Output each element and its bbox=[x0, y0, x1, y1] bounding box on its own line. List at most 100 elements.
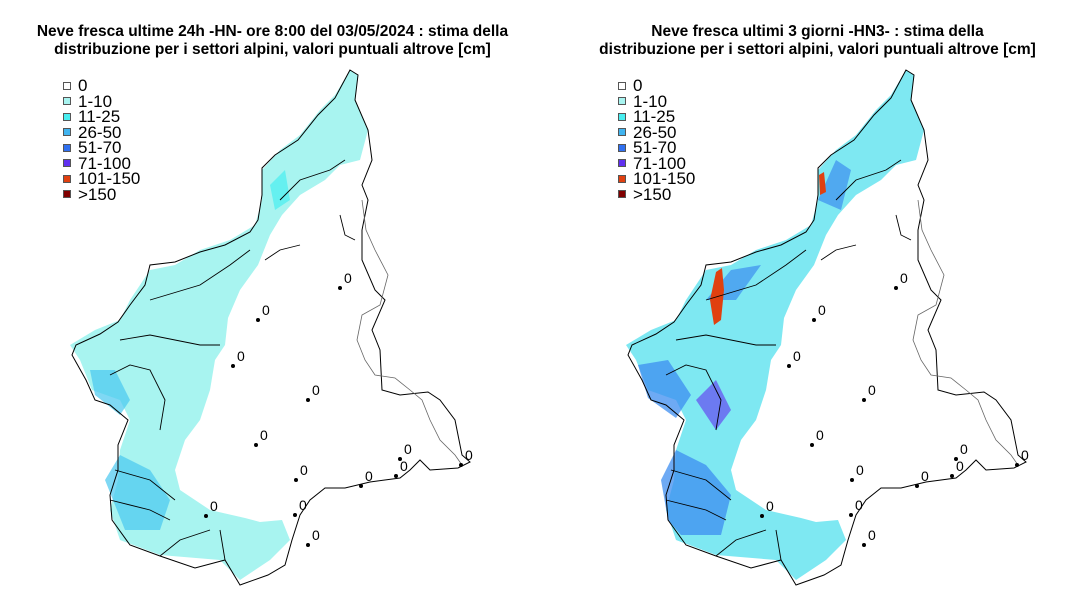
legend-label: 0 bbox=[78, 76, 88, 96]
high-snow-area bbox=[819, 172, 826, 195]
station-point: 0 bbox=[256, 302, 270, 322]
svg-text:0: 0 bbox=[344, 270, 352, 286]
title-line-2: distribuzione per i settori alpini, valo… bbox=[599, 41, 1036, 58]
station-point: 0 bbox=[862, 382, 876, 402]
legend-label: 11-25 bbox=[633, 107, 676, 127]
title-line-1: Neve fresca ultimi 3 giorni -HN3- : stim… bbox=[651, 23, 984, 40]
legend-swatch bbox=[618, 190, 626, 199]
legend-label: 71-100 bbox=[78, 153, 131, 173]
svg-text:0: 0 bbox=[237, 348, 245, 364]
legend-item: 0 bbox=[63, 76, 140, 96]
piemonte-map: 0 0 0 0 0 0 0 0 0 0 0 0 0 bbox=[626, 69, 1029, 586]
legend-item: 101-150 bbox=[618, 169, 696, 189]
svg-text:0: 0 bbox=[921, 468, 929, 484]
legend-swatch bbox=[618, 112, 626, 121]
svg-text:0: 0 bbox=[956, 458, 964, 474]
legend-swatch bbox=[63, 81, 71, 90]
svg-text:0: 0 bbox=[818, 302, 826, 318]
legend-label: 0 bbox=[633, 76, 643, 96]
legend-swatch bbox=[63, 159, 71, 168]
title-line-2: distribuzione per i settori alpini, valo… bbox=[54, 41, 491, 58]
station-point: 0 bbox=[254, 427, 268, 447]
region-border bbox=[71, 69, 471, 586]
station-point: 0 bbox=[293, 497, 307, 517]
legend-label: 26-50 bbox=[78, 122, 122, 142]
svg-text:0: 0 bbox=[900, 270, 908, 286]
alpine-snow-area bbox=[70, 70, 368, 580]
svg-text:0: 0 bbox=[856, 462, 864, 478]
legend-swatch bbox=[63, 112, 71, 121]
legend: 0 1-10 11-25 26-50 51-70 71-100 101-150 … bbox=[63, 76, 140, 204]
legend-swatch bbox=[618, 174, 626, 183]
svg-text:0: 0 bbox=[210, 498, 218, 514]
svg-text:0: 0 bbox=[766, 498, 774, 514]
legend-item: 0 bbox=[618, 76, 695, 96]
station-point: 0 bbox=[954, 441, 968, 461]
panel-hn24: Neve fresca ultime 24h -HN- ore 8:00 del… bbox=[37, 23, 508, 586]
legend: 0 1-10 11-25 26-50 51-70 71-100 101-150 … bbox=[618, 76, 696, 203]
svg-text:0: 0 bbox=[816, 427, 824, 443]
legend-swatch bbox=[618, 128, 626, 137]
legend-item: 26-50 bbox=[618, 122, 695, 142]
legend-label: 51-70 bbox=[633, 138, 677, 158]
legend-swatch bbox=[618, 159, 626, 168]
legend-swatch bbox=[63, 143, 71, 152]
legend-label: 1-10 bbox=[633, 91, 668, 111]
station-point: 0 bbox=[1015, 447, 1029, 467]
svg-text:0: 0 bbox=[312, 382, 320, 398]
legend-item: >150 bbox=[618, 186, 695, 203]
legend-label: 1-10 bbox=[78, 91, 113, 111]
legend-item: 71-100 bbox=[63, 153, 140, 173]
svg-text:0: 0 bbox=[262, 302, 270, 318]
station-point: 0 bbox=[359, 468, 373, 488]
station-point: 0 bbox=[894, 270, 908, 290]
svg-text:0: 0 bbox=[365, 468, 373, 484]
station-point: 0 bbox=[849, 497, 863, 517]
panel-title: Neve fresca ultimi 3 giorni -HN3- : stim… bbox=[545, 23, 1090, 59]
legend-label: 51-70 bbox=[78, 138, 122, 158]
alpine-snow-area bbox=[626, 70, 924, 580]
legend-item: 11-25 bbox=[63, 107, 140, 127]
station-points: 0 0 0 0 0 0 0 0 0 0 0 0 0 bbox=[204, 270, 473, 547]
station-point: 0 bbox=[306, 382, 320, 402]
legend-swatch bbox=[618, 81, 626, 90]
legend-item: 1-10 bbox=[618, 91, 695, 111]
station-point: 0 bbox=[459, 447, 473, 467]
legend-item: 26-50 bbox=[63, 122, 140, 142]
station-point: 0 bbox=[231, 348, 245, 368]
station-point: 0 bbox=[394, 458, 408, 478]
legend-swatch bbox=[618, 143, 626, 152]
svg-text:0: 0 bbox=[1021, 447, 1029, 463]
svg-text:0: 0 bbox=[868, 527, 876, 543]
legend-swatch bbox=[63, 128, 71, 137]
svg-text:0: 0 bbox=[312, 527, 320, 543]
legend-label: 26-50 bbox=[633, 122, 677, 142]
station-point: 0 bbox=[398, 441, 412, 461]
legend-item: 51-70 bbox=[618, 138, 695, 158]
legend-item: 101-150 bbox=[63, 170, 140, 187]
station-point: 0 bbox=[810, 427, 824, 447]
station-point: 0 bbox=[306, 527, 320, 547]
legend-label: 11-25 bbox=[78, 107, 121, 127]
legend-swatch bbox=[618, 97, 626, 106]
legend-item: 71-100 bbox=[618, 155, 695, 172]
station-point: 0 bbox=[862, 527, 876, 547]
panel-hn3: Neve fresca ultimi 3 giorni -HN3- : stim… bbox=[545, 0, 1090, 596]
station-points: 0 0 0 0 0 0 0 0 0 0 0 0 0 bbox=[760, 270, 1029, 547]
svg-text:0: 0 bbox=[465, 447, 473, 463]
svg-text:0: 0 bbox=[260, 427, 268, 443]
svg-text:0: 0 bbox=[299, 497, 307, 513]
svg-text:0: 0 bbox=[400, 458, 408, 474]
station-point: 0 bbox=[760, 498, 774, 518]
svg-text:0: 0 bbox=[404, 441, 412, 457]
svg-text:0: 0 bbox=[960, 441, 968, 457]
legend-label: >150 bbox=[78, 184, 117, 204]
station-point: 0 bbox=[950, 458, 964, 478]
station-point: 0 bbox=[850, 462, 864, 482]
svg-text:0: 0 bbox=[868, 382, 876, 398]
legend-label: 101-150 bbox=[633, 169, 696, 189]
station-point: 0 bbox=[787, 348, 801, 368]
station-point: 0 bbox=[915, 468, 929, 488]
station-point: 0 bbox=[338, 270, 352, 290]
svg-text:0: 0 bbox=[300, 462, 308, 478]
